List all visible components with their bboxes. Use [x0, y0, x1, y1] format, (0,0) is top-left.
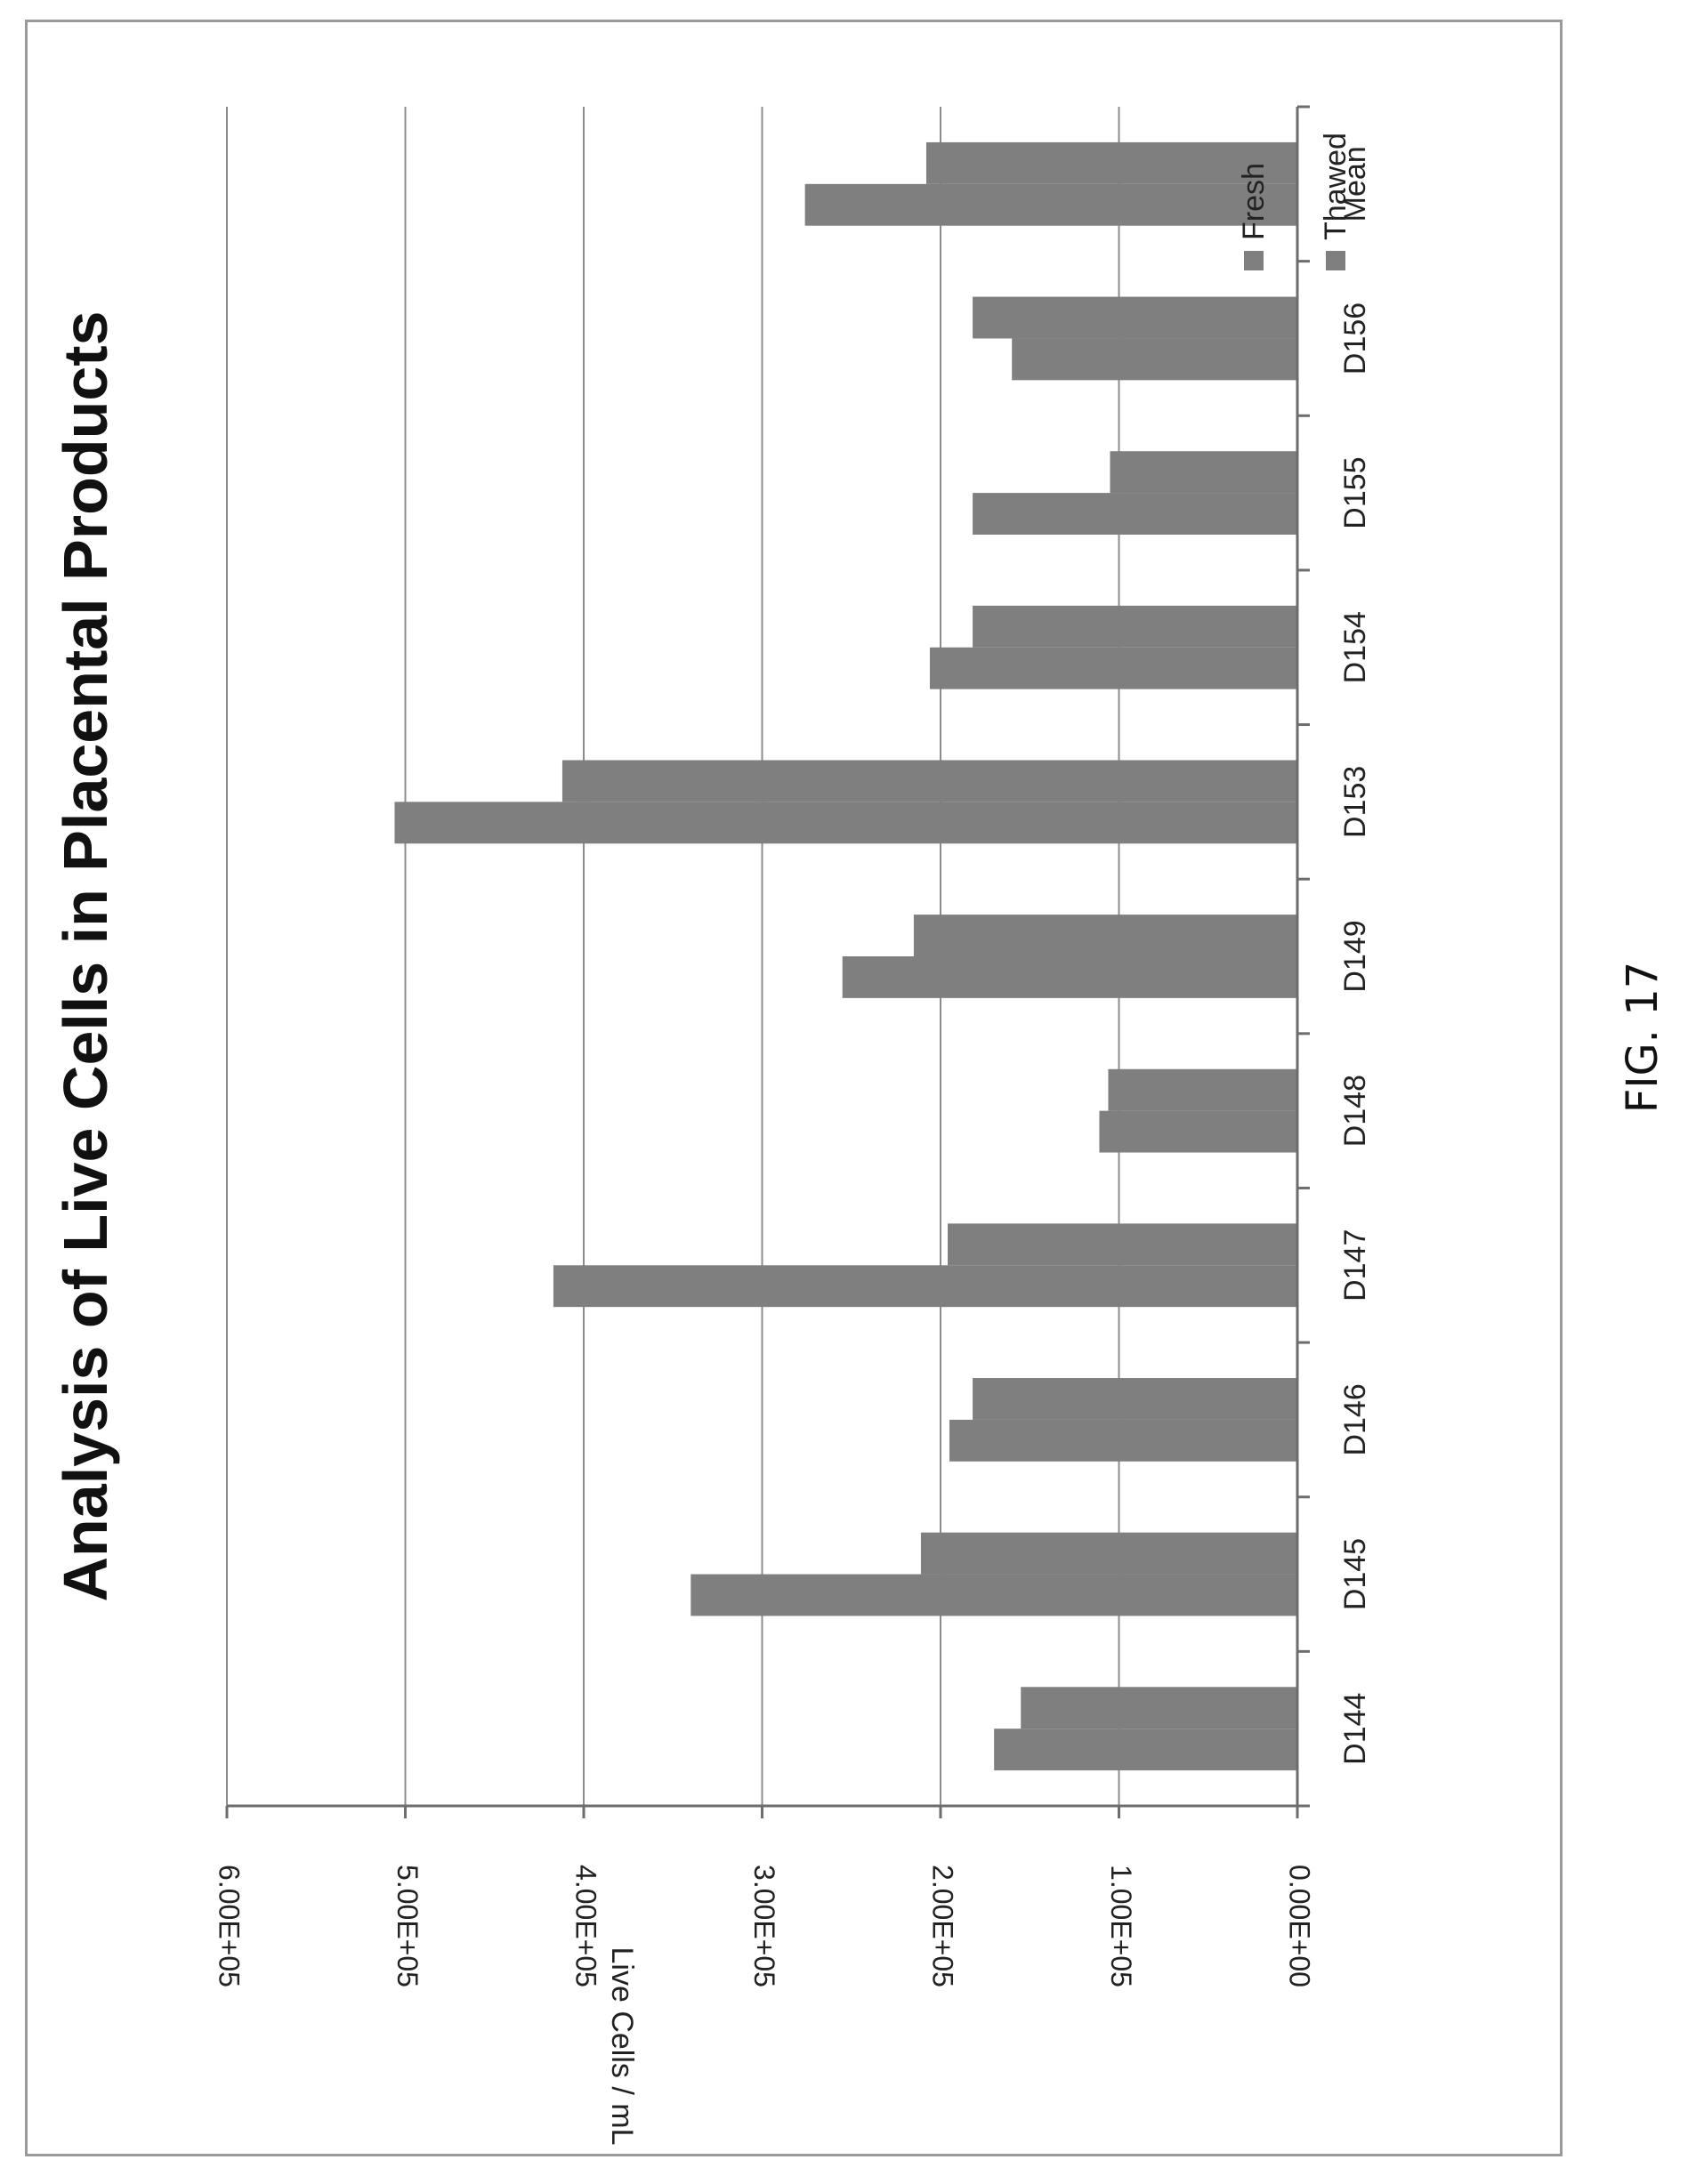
- bar-thawed-d149: [913, 915, 1297, 956]
- figure-label: FIG. 17: [1618, 961, 1668, 1114]
- bar-fresh-d155: [973, 493, 1297, 535]
- bar-thawed-mean: [925, 141, 1297, 184]
- bar-thawed-d144: [1021, 1687, 1297, 1729]
- y-axis-label: Live Cells / mL: [605, 1947, 639, 2146]
- bar-thawed-d155: [1110, 451, 1297, 494]
- bar-thawed-d156: [973, 296, 1297, 339]
- value-tick-label: 6.00E+05: [214, 1865, 246, 1987]
- category-label: D153: [1338, 766, 1372, 838]
- bar-thawed-d145: [920, 1532, 1297, 1575]
- bar-fresh-d153: [394, 802, 1298, 844]
- legend-label-fresh: Fresh: [1237, 163, 1271, 240]
- bar-fresh-d147: [553, 1265, 1297, 1308]
- value-tick-label: 4.00E+05: [570, 1865, 602, 1987]
- bar-thawed-d147: [948, 1223, 1297, 1266]
- bar-fresh-mean: [804, 183, 1297, 226]
- value-tick-label: 0.00E+00: [1284, 1865, 1316, 1987]
- category-label: D149: [1338, 920, 1372, 992]
- category-label: D154: [1338, 611, 1372, 683]
- category-label: D147: [1338, 1229, 1372, 1302]
- chart-title: Analysis of Live Cells in Placental Prod…: [51, 310, 120, 1601]
- category-label: D146: [1338, 1383, 1372, 1455]
- bar-thawed-d153: [561, 760, 1297, 802]
- value-tick-label: 1.00E+05: [1105, 1865, 1137, 1987]
- bar-fresh-d146: [949, 1419, 1297, 1462]
- category-label: D148: [1338, 1075, 1372, 1147]
- legend-swatch-fresh: [1244, 251, 1264, 270]
- bar-thawed-d146: [973, 1378, 1297, 1420]
- bar-fresh-d144: [994, 1729, 1297, 1771]
- legend-label-thawed: Thawed: [1319, 133, 1353, 240]
- category-label: Mean: [1338, 146, 1372, 222]
- value-tick-label: 5.00E+05: [392, 1865, 424, 1987]
- category-label: D156: [1338, 302, 1372, 375]
- bar-thawed-d148: [1108, 1068, 1297, 1111]
- chart-frame: [25, 20, 1563, 2156]
- category-label: D155: [1338, 456, 1372, 528]
- bar-fresh-d148: [1099, 1110, 1297, 1153]
- bar-fresh-d154: [929, 647, 1297, 689]
- value-tick-label: 3.00E+05: [748, 1865, 780, 1987]
- category-label: D144: [1338, 1693, 1372, 1765]
- value-tick-label: 2.00E+05: [927, 1865, 959, 1987]
- bar-thawed-d154: [973, 605, 1297, 648]
- bar-fresh-d145: [691, 1574, 1297, 1616]
- bar-fresh-d156: [1012, 338, 1297, 381]
- legend-swatch-thawed: [1326, 251, 1345, 270]
- legend: Fresh Thawed: [1237, 133, 1353, 270]
- bar-fresh-d149: [842, 956, 1297, 998]
- category-label: D145: [1338, 1538, 1372, 1610]
